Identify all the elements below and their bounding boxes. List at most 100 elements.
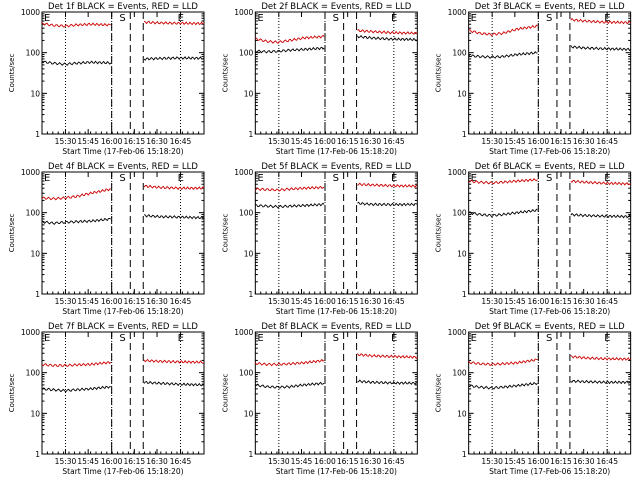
start-marker: E [257,13,263,24]
events-series-line [255,381,325,389]
lld-series-line [41,188,111,201]
end-marker: E [178,173,184,184]
y-axis-label: Counts/sec [221,374,229,413]
x-tick-label: 16:45 [383,137,405,146]
saa-marker: S [119,333,125,344]
x-tick-label: 16:45 [170,457,192,466]
y-tick-label: 10 [30,409,40,418]
x-tick-label: 16:30 [146,297,168,306]
y-tick-label: 10 [30,89,40,98]
plot-frame [468,171,632,295]
x-tick-label: 16:15 [550,297,572,306]
plot-frame [41,171,205,295]
y-tick-label: 100 [26,209,41,218]
x-tick-label: 15:45 [504,137,526,146]
end-marker: E [604,173,610,184]
x-tick-label: 15:45 [291,457,313,466]
x-tick-label: 16:00 [314,137,336,146]
y-tick-label: 10 [244,409,254,418]
start-marker: E [471,333,477,344]
saa-marker: S [546,173,552,184]
y-tick-label: 100 [239,369,254,378]
end-marker: E [391,173,397,184]
chart-panel-7: Det 7f BLACK = Events, RED = LLD 1 10 100 10… [8,322,205,476]
x-tick-label: 16:45 [170,297,192,306]
chart-panel-8: Det 8f BLACK = Events, RED = LLD 1 10 100 10… [221,322,418,476]
x-tick-label: 15:30 [268,137,290,146]
events-series-line [468,50,538,59]
x-tick-label: 15:30 [268,297,290,306]
x-tick-label: 16:45 [596,297,618,306]
y-tick-label: 10 [244,89,254,98]
y-tick-label: 100 [452,369,467,378]
plot-frame [468,331,632,455]
lld-series-line [468,177,538,185]
chart-panel-3: Det 3f BLACK = Events, RED = LLD 1 10 100 10… [435,2,632,156]
saa-marker: S [333,173,339,184]
lld-series-line [357,29,418,35]
plot-frame [41,331,205,455]
saa-marker: S [333,333,339,344]
events-series-line [570,212,631,219]
start-marker: E [44,13,50,24]
saa-marker: S [119,13,125,24]
x-tick-label: 16:15 [337,137,359,146]
x-tick-label: 15:30 [481,457,503,466]
x-tick-label: 16:00 [528,137,550,146]
y-axis-label: Counts/sec [435,374,443,413]
events-series-line [357,201,418,207]
y-tick-label: 100 [26,369,41,378]
events-series-line [357,379,418,386]
lld-series-line [41,361,112,368]
end-marker: E [604,333,610,344]
x-tick-label: 16:30 [573,137,595,146]
y-tick-label: 1000 [21,328,40,337]
start-marker: E [257,333,263,344]
x-tick-label: 16:30 [360,457,382,466]
events-series-line [570,379,631,385]
plot-frame [254,11,418,135]
y-axis-label: Counts/sec [221,214,229,253]
x-tick-label: 16:15 [337,297,359,306]
x-tick-label: 16:45 [383,297,405,306]
x-tick-label: 16:45 [596,137,618,146]
start-marker: E [471,13,477,24]
x-tick-label: 16:00 [528,297,550,306]
x-axis-label: Start Time (17-Feb-06 15:18:20) [489,147,610,156]
start-marker: E [44,333,50,344]
events-series-line [143,56,205,61]
chart-panel-9: Det 9f BLACK = Events, RED = LLD 1 10 100 10… [435,322,632,476]
events-series-line [41,60,112,66]
chart-title: Det 5f BLACK = Events, RED = LLD [261,162,411,172]
x-tick-label: 16:45 [596,457,618,466]
chart-panel-5: Det 5f BLACK = Events, RED = LLD 1 10 100 10… [221,162,418,316]
y-tick-label: 1000 [448,328,467,337]
x-tick-label: 16:00 [314,457,336,466]
chart-panel-6: Det 6f BLACK = Events, RED = LLD 1 10 100 10… [435,162,632,316]
y-axis-label: Counts/sec [8,214,16,253]
y-axis-label: Counts/sec [435,54,443,93]
lld-series-line [255,185,325,192]
end-marker: E [604,13,610,24]
y-tick-label: 100 [239,49,254,58]
x-tick-label: 16:30 [360,137,382,146]
lld-series-line [468,358,538,366]
x-tick-label: 15:30 [55,297,77,306]
saa-marker: S [546,333,552,344]
x-tick-label: 15:30 [55,457,77,466]
x-tick-label: 16:30 [360,297,382,306]
lld-series-line [570,17,631,25]
y-tick-label: 10 [244,249,254,258]
x-tick-label: 16:45 [170,137,192,146]
x-axis-label: Start Time (17-Feb-06 15:18:20) [489,467,610,476]
x-tick-label: 15:45 [77,297,99,306]
saa-marker: S [119,173,125,184]
y-tick-label: 10 [30,249,40,258]
x-tick-label: 16:00 [314,297,336,306]
end-marker: E [391,13,397,24]
start-marker: E [257,173,263,184]
y-tick-label: 1 [35,450,40,459]
x-axis-label: Start Time (17-Feb-06 15:18:20) [489,307,610,316]
y-tick-label: 1000 [448,168,467,177]
x-tick-label: 15:45 [504,457,526,466]
